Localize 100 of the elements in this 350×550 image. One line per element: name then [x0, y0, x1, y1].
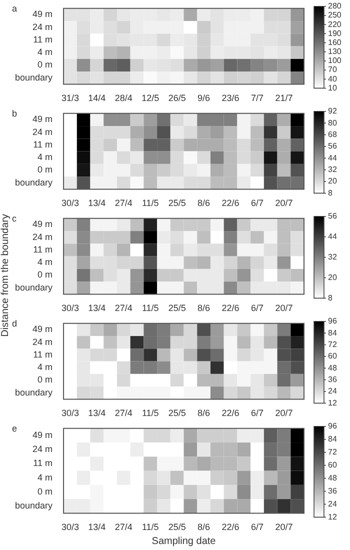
y-tick-label: boundary: [15, 72, 54, 82]
chart-title: a: [12, 3, 18, 14]
color-bar-label: 68: [328, 130, 338, 139]
color-bar-label: 12: [328, 398, 338, 408]
color-bar-label: 92: [328, 106, 338, 116]
x-tick-label: 13/4: [88, 408, 106, 418]
x-tick-label: 20/7: [275, 198, 293, 208]
color-bar-label: 12: [328, 512, 338, 522]
y-tick-label: 24 m: [32, 126, 53, 137]
color-bar-label: 60: [328, 352, 338, 361]
chart-title: b: [12, 108, 18, 118]
x-tick-label: 13/4: [88, 522, 106, 532]
y-tick-label: 11 m: [33, 34, 53, 44]
x-tick-label: 30/3: [61, 303, 79, 314]
y-tick-label: boundary: [15, 282, 54, 292]
x-tick-label: 30/3: [61, 408, 79, 418]
y-tick-label: 49 m: [32, 219, 53, 230]
x-tick-label: 14/4: [88, 93, 106, 104]
y-tick-label: 0 m: [38, 486, 53, 496]
x-tick-label: 11/5: [142, 408, 159, 418]
color-bar-label: 280: [328, 2, 342, 11]
x-tick-label: 25/5: [168, 303, 186, 314]
x-tick-label: 25/5: [168, 408, 186, 418]
x-tick-label: 27/4: [114, 522, 132, 532]
x-tick-label: 20/7: [275, 408, 293, 418]
x-tick-label: 13/4: [88, 303, 106, 314]
color-bar-label: 48: [328, 363, 338, 372]
y-axis-title: Distance from the boundary: [0, 214, 11, 336]
y-tick-label: 11 m: [33, 458, 53, 468]
x-tick-label: 22/6: [222, 198, 240, 208]
y-tick-label: 49 m: [32, 430, 53, 440]
color-bar-label: 100: [328, 56, 342, 66]
y-tick-label: boundary: [15, 177, 54, 188]
color-bar-label: 36: [328, 375, 338, 384]
y-tick-label: 24 m: [32, 444, 53, 454]
color-bar-label: 130: [328, 47, 342, 56]
color-bar-label: 32: [328, 165, 338, 174]
y-tick-label: 24 m: [32, 336, 53, 347]
x-tick-label: 23/6: [222, 93, 240, 104]
x-tick-label: 22/6: [222, 408, 240, 418]
color-bar-label: 70: [328, 65, 338, 74]
x-axis-title: Sampling date: [152, 536, 216, 547]
color-bar-label: 72: [328, 448, 338, 457]
x-tick-label: 27/4: [114, 198, 132, 208]
x-tick-label: 8/6: [198, 522, 210, 532]
x-tick-label: 8/6: [198, 198, 210, 208]
x-tick-label: 12/5: [142, 93, 160, 104]
color-bar-label: 48: [328, 473, 338, 482]
color-bar-label: 20: [328, 272, 338, 282]
x-tick-label: 31/3: [61, 93, 79, 104]
color-bar-label: 10: [328, 83, 338, 92]
color-bar-label: 32: [328, 252, 338, 262]
color-bar-label: 56: [328, 142, 338, 151]
color-bar-label: 160: [328, 38, 342, 47]
color-bar-label: 40: [328, 74, 338, 84]
y-tick-label: 49 m: [32, 114, 53, 124]
y-tick-label: boundary: [15, 500, 54, 511]
y-tick-label: 4 m: [38, 257, 53, 268]
x-tick-label: 6/7: [250, 522, 264, 532]
x-tick-label: 22/6: [222, 303, 240, 314]
x-tick-label: 7/7: [250, 93, 264, 104]
y-tick-label: 11 m: [33, 244, 53, 254]
color-bar-label: 44: [328, 153, 338, 162]
y-tick-label: 4 m: [38, 472, 53, 482]
x-tick-label: 30/3: [61, 198, 79, 208]
y-tick-label: 49 m: [32, 324, 53, 334]
color-bar-label: 190: [328, 28, 342, 38]
x-tick-label: 26/5: [168, 93, 186, 104]
x-tick-label: 6/7: [250, 198, 264, 208]
x-tick-label: 11/5: [142, 198, 159, 208]
color-bar-label: 250: [328, 10, 342, 20]
color-bar-label: 84: [328, 434, 338, 444]
color-bar-label: 84: [328, 328, 338, 338]
chart-title: e: [12, 423, 18, 434]
x-tick-label: 22/6: [222, 522, 240, 532]
x-tick-label: 6/7: [250, 408, 264, 418]
y-tick-label: 24 m: [32, 232, 53, 242]
color-bar-label: 36: [328, 486, 338, 496]
y-tick-label: 4 m: [38, 362, 53, 372]
x-tick-label: 8/6: [198, 303, 210, 314]
color-bar-label: 60: [328, 460, 338, 470]
y-tick-label: 4 m: [38, 47, 53, 58]
color-bar-label: 96: [328, 316, 338, 326]
color-bar-label: 96: [328, 422, 338, 431]
y-tick-label: 11 m: [33, 139, 53, 150]
color-bar-label: 220: [328, 20, 342, 29]
y-tick-label: 24 m: [32, 22, 53, 32]
color-bar-label: 8: [328, 293, 333, 302]
x-tick-label: 27/4: [114, 303, 132, 314]
x-tick-label: 8/6: [198, 408, 210, 418]
y-tick-label: 49 m: [32, 9, 53, 20]
x-tick-label: 11/5: [142, 522, 159, 532]
x-tick-label: 9/6: [198, 93, 210, 104]
y-tick-label: 0 m: [38, 374, 53, 385]
x-tick-label: 27/4: [114, 408, 132, 418]
x-tick-label: 13/4: [88, 198, 106, 208]
color-bar-label: 44: [328, 232, 338, 242]
x-tick-label: 6/7: [250, 303, 264, 314]
color-bar-label: 20: [328, 176, 338, 186]
x-tick-label: 28/4: [114, 93, 132, 104]
